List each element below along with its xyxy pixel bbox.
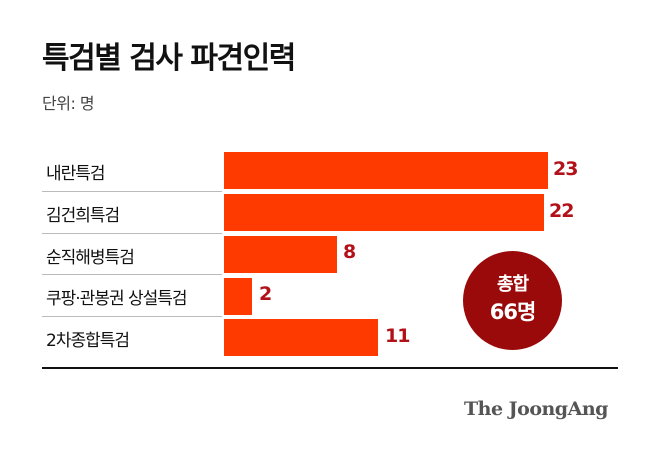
chart-title: 특검별 검사 파견인력: [42, 41, 296, 76]
category-label: 내란특검: [46, 164, 106, 184]
value-label: 2: [259, 283, 272, 305]
row-label-container: 쿠팡·관봉권 상설특검: [42, 275, 222, 316]
row-label-container: 순직해병특검: [42, 234, 222, 275]
value-label: 22: [549, 200, 574, 222]
baseline-rule: [42, 367, 618, 369]
publisher-logo: The JoongAng: [464, 398, 608, 420]
unit-label: 단위: 명: [42, 94, 95, 113]
row-label-container: 2차종합특검: [42, 317, 222, 358]
value-label: 23: [553, 158, 578, 180]
row-divider: [42, 274, 222, 275]
value-label: 8: [343, 241, 356, 263]
bar: [224, 194, 544, 231]
value-label: 11: [385, 325, 410, 347]
row-divider: [42, 191, 222, 192]
category-label: 순직해병특검: [46, 248, 135, 268]
bar: [224, 152, 548, 189]
bar: [224, 236, 337, 273]
category-label: 김건희특검: [46, 206, 120, 226]
total-value: 66명: [489, 300, 537, 324]
row-divider: [42, 233, 222, 234]
category-label: 쿠팡·관봉권 상설특검: [46, 289, 188, 309]
row-label-container: 김건희특검: [42, 192, 222, 233]
category-label: 2차종합특검: [46, 331, 130, 351]
row-divider: [42, 316, 222, 317]
row-label-container: 내란특검: [42, 150, 222, 191]
total-bubble: 총합 66명: [463, 251, 562, 350]
bar: [224, 319, 378, 356]
total-label: 총합: [496, 274, 529, 295]
bar: [224, 278, 252, 315]
